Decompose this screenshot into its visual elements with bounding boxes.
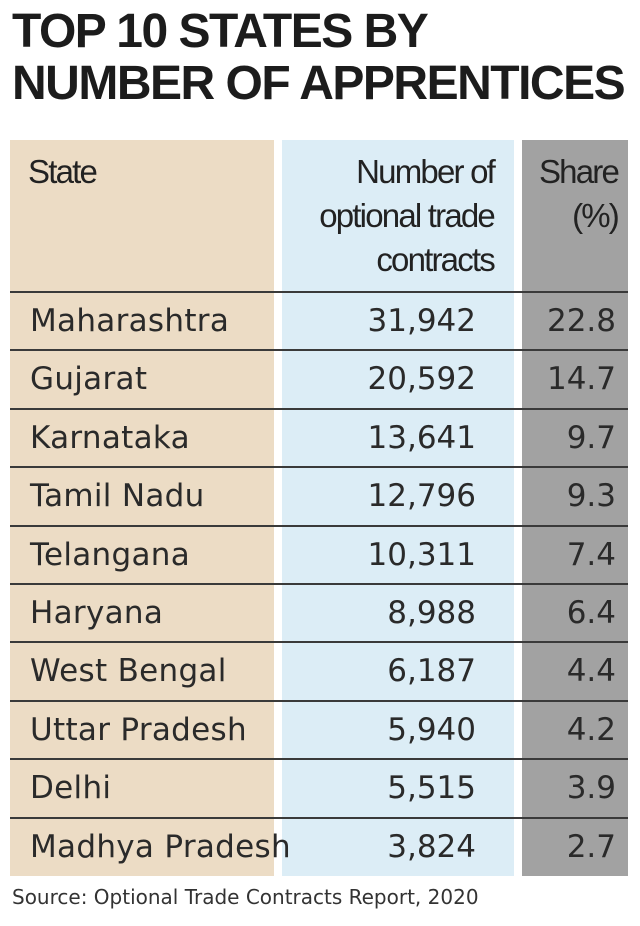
table-row: West Bengal 6,187 4.4 xyxy=(10,642,628,700)
share-cell: 22.8 xyxy=(546,303,616,339)
table-row: Telangana 10,311 7.4 xyxy=(10,526,628,584)
source-note: Source: Optional Trade Contracts Report,… xyxy=(12,885,479,909)
state-cell: Karnataka xyxy=(30,419,190,456)
share-cell: 9.7 xyxy=(566,419,616,456)
header-share-line-2: (%) xyxy=(572,197,620,234)
header-share-line-1: Share xyxy=(538,153,620,190)
number-cell: 6,187 xyxy=(387,653,476,690)
number-cell: 20,592 xyxy=(367,361,476,398)
row-divider xyxy=(10,407,628,410)
share-cell: 9.3 xyxy=(566,478,616,515)
state-cell: West Bengal xyxy=(30,653,227,690)
column-gap xyxy=(274,140,282,876)
table-row: Uttar Pradesh 5,940 4.2 xyxy=(10,701,628,759)
number-cell: 12,796 xyxy=(367,478,476,515)
header-number: Number of optional trade contracts xyxy=(282,150,496,282)
share-cell: 3.9 xyxy=(566,770,616,807)
share-cell: 2.7 xyxy=(566,828,616,865)
share-cell: 4.2 xyxy=(566,711,616,748)
row-divider xyxy=(10,583,628,585)
chart-title: TOP 10 STATES BY NUMBER OF APPRENTICES xyxy=(12,5,626,110)
apprentices-table: State Number of optional trade contracts… xyxy=(10,140,628,876)
header-state-label: State xyxy=(28,153,98,190)
row-divider xyxy=(10,641,628,644)
row-divider xyxy=(10,349,628,352)
share-cell: 7.4 xyxy=(566,536,616,573)
table-row: Karnataka 13,641 9.7 xyxy=(10,409,628,467)
table-row: Tamil Nadu 12,796 9.3 xyxy=(10,467,628,525)
table-row: Haryana 8,988 6.4 xyxy=(10,584,628,642)
state-cell: Telangana xyxy=(30,536,191,573)
row-divider xyxy=(10,816,628,819)
table-row: Madhya Pradesh 3,824 2.7 xyxy=(10,818,628,876)
header-number-line-3: contracts xyxy=(376,241,495,278)
state-cell: Delhi xyxy=(30,770,112,807)
number-cell: 31,942 xyxy=(367,303,476,339)
header-state: State xyxy=(28,150,98,194)
state-cell: Madhya Pradesh xyxy=(30,828,291,865)
header-number-line-2: optional trade xyxy=(319,197,496,234)
state-cell: Uttar Pradesh xyxy=(30,711,247,748)
row-divider xyxy=(10,466,628,469)
state-cell: Haryana xyxy=(30,595,164,631)
header-share: Share (%) xyxy=(522,150,620,238)
row-divider xyxy=(10,758,628,761)
number-cell: 5,940 xyxy=(387,711,476,748)
state-cell: Maharashtra xyxy=(30,303,230,339)
state-cell: Gujarat xyxy=(30,361,148,398)
share-cell: 4.4 xyxy=(566,653,616,690)
row-divider xyxy=(10,524,628,527)
number-column-background xyxy=(282,140,520,876)
share-cell: 6.4 xyxy=(566,595,616,631)
share-column-background xyxy=(520,140,628,876)
column-gap xyxy=(514,140,522,876)
number-cell: 5,515 xyxy=(387,770,476,807)
table-row: Delhi 5,515 3.9 xyxy=(10,759,628,817)
state-cell: Tamil Nadu xyxy=(30,478,205,515)
number-cell: 8,988 xyxy=(387,595,476,631)
table-row: Gujarat 20,592 14.7 xyxy=(10,350,628,408)
number-cell: 13,641 xyxy=(367,419,476,456)
number-cell: 3,824 xyxy=(387,828,476,865)
row-divider xyxy=(10,699,628,702)
number-cell: 10,311 xyxy=(367,536,476,573)
share-cell: 14.7 xyxy=(546,361,616,398)
header-number-line-1: Number of xyxy=(356,153,496,190)
row-divider xyxy=(10,291,628,293)
table-row: Maharashtra 31,942 22.8 xyxy=(10,292,628,350)
state-column-background xyxy=(10,140,274,876)
